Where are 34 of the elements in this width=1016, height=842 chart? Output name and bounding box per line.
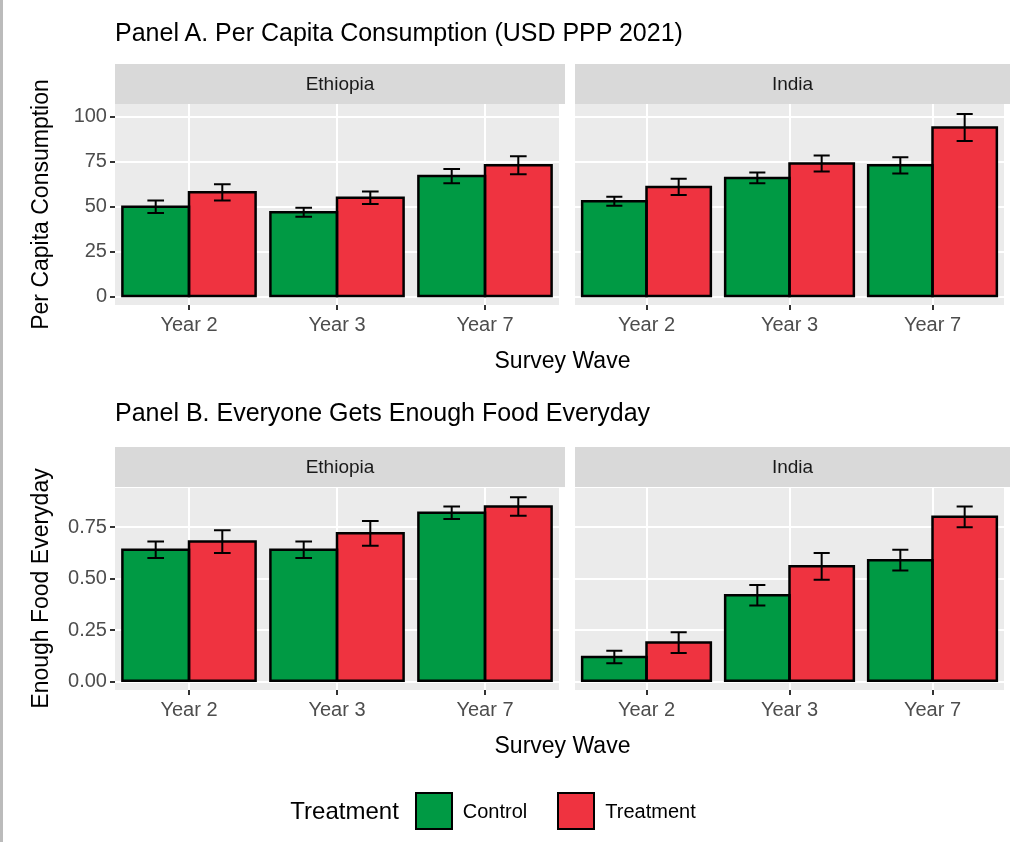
y-axis-title: Enough Food Everyday [26,467,54,711]
x-axis-title: Survey Wave [493,732,632,759]
x-tick-label: Year 3 [308,312,366,335]
chart-title: Panel A. Per Capita Consumption (USD PPP 2021) [115,18,683,47]
x-tick-label: Year 7 [903,697,962,720]
chart-title: Panel B. Everyone Gets Enough Food Everyday [115,398,651,427]
y-tick-label: 0.25 [68,617,107,640]
x-tick-label: Year 3 [308,697,366,720]
chart-subtitle: Ethiopia [115,447,565,487]
x-tick-label: Year 2 [160,312,218,335]
x-tick-label: Year 7 [456,312,514,335]
legend-title: Treatment [290,797,399,825]
y-tick-label: 50 [84,194,107,217]
y-tick-label: 75 [84,149,107,172]
y-tick-label: 0 [95,284,107,307]
y-tick-label: 100 [73,104,107,127]
y-tick-label: 0.50 [68,566,107,589]
y-tick-label: 25 [84,239,107,262]
x-tick-label: Year 7 [456,697,514,720]
legend-label: Control [462,799,528,823]
chart-subtitle: India [575,447,1010,487]
x-axis-title: Survey Wave [493,347,632,374]
x-tick-label: Year 2 [160,697,218,720]
y-tick-label: 0.00 [68,669,107,692]
x-tick-label: Year 3 [760,312,819,335]
x-tick-label: Year 2 [617,312,676,335]
y-tick-label: 0.75 [68,514,107,537]
y-axis-title: Per Capita Consumption [26,77,54,332]
x-tick-label: Year 3 [760,697,819,720]
x-tick-label: Year 7 [903,312,962,335]
x-tick-label: Year 2 [617,697,676,720]
legend-label: Treatment [605,799,696,823]
chart-subtitle: Ethiopia [115,64,565,104]
chart-subtitle: India [575,64,1010,104]
